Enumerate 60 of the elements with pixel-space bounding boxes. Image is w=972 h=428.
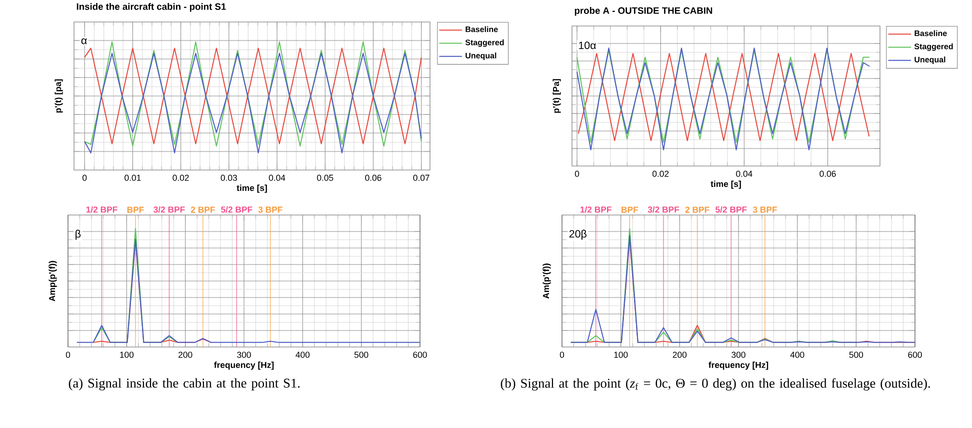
x-tick-label: 500 (849, 352, 864, 358)
x-tick-label: 500 (354, 352, 368, 358)
x-tick-label: 400 (790, 352, 804, 358)
text: (b) Signal at the point (z$_{f}$ = 0c, Θ = 0 deg) on the idealised fuselage (outside). (500, 378, 930, 391)
x-tick-label: 0 (82, 174, 87, 181)
x-tick-label: 100 (614, 352, 628, 358)
x-tick-label: 0 (574, 170, 580, 177)
x-tick-label: 0.02 (172, 174, 189, 181)
x-axis-title: time [s] (236, 184, 267, 193)
legend-label: Unequal (466, 52, 496, 60)
x-tick-label: 300 (732, 352, 746, 358)
legend-label: Staggered (914, 43, 953, 51)
x-axis-title: frequency [Hz] (214, 362, 274, 370)
ref-line-label: 1/2 BPF (86, 206, 118, 213)
chart-title: probe A - OUTSIDE THE CABIN (574, 7, 712, 16)
ref-line-label: 3 BPF (752, 206, 777, 213)
ref-line-label: 5/2 BPF (716, 206, 747, 213)
ref-line-label: 2 BPF (190, 206, 215, 213)
x-tick-label: 0.02 (652, 170, 669, 177)
ref-line-label: 3/2 BPF (154, 206, 185, 213)
x-tick-label: 0.03 (220, 174, 237, 181)
ref-line-label: 2 BPF (685, 206, 710, 213)
x-tick-label: 100 (120, 352, 134, 358)
x-tick-label: 0.04 (268, 174, 286, 181)
x-tick-label: 600 (908, 352, 922, 358)
y-axis-title: p'(t) [Pa] (552, 79, 561, 113)
x-axis-title: frequency [Hz] (708, 362, 768, 370)
x-tick-label: 400 (296, 352, 310, 358)
x-tick-label: 0.04 (736, 170, 752, 177)
x-tick-label: 0 (66, 352, 70, 358)
y-axis-title: p'(t) [pa] (54, 79, 63, 113)
annotation: 10α (579, 42, 596, 50)
ref-line-label: 5/2 BPF (221, 206, 252, 213)
x-tick-label: 0.05 (317, 174, 334, 181)
legend-label: Baseline (914, 30, 947, 36)
annotation: 20β (569, 230, 586, 240)
x-tick-label: 600 (413, 352, 427, 358)
chart-title: Inside the aircraft cabin - point S1 (76, 3, 226, 12)
y-axis-title: Amp(p'(f)) (48, 260, 57, 302)
x-tick-label: 300 (237, 352, 251, 358)
y-axis-title: Am(p'(f)) (542, 264, 551, 299)
annotation: α (81, 38, 87, 44)
x-tick-label: 200 (178, 352, 192, 358)
x-tick-label: 0.06 (820, 170, 836, 177)
ref-line-label: 3/2 BPF (648, 206, 680, 213)
ref-line-label: 3 BPF (258, 206, 282, 213)
text: (a) Signal inside the cabin at the point S1. (68, 378, 300, 390)
x-axis-title: time [s] (710, 180, 741, 189)
legend-label: Staggered (465, 39, 504, 47)
x-tick-label: 0.07 (413, 174, 430, 181)
x-tick-label: 0 (560, 352, 564, 358)
x-tick-label: 0.06 (365, 174, 382, 181)
ref-line-label: BPF (622, 206, 638, 213)
legend-label: Unequal (914, 56, 946, 64)
x-tick-label: 200 (672, 352, 687, 358)
legend-label: Baseline (466, 26, 498, 32)
ref-line-label: 1/2 BPF (580, 206, 612, 213)
ref-line-label: BPF (127, 206, 144, 213)
x-tick-label: 0.01 (124, 174, 141, 181)
annotation: β (76, 230, 81, 240)
